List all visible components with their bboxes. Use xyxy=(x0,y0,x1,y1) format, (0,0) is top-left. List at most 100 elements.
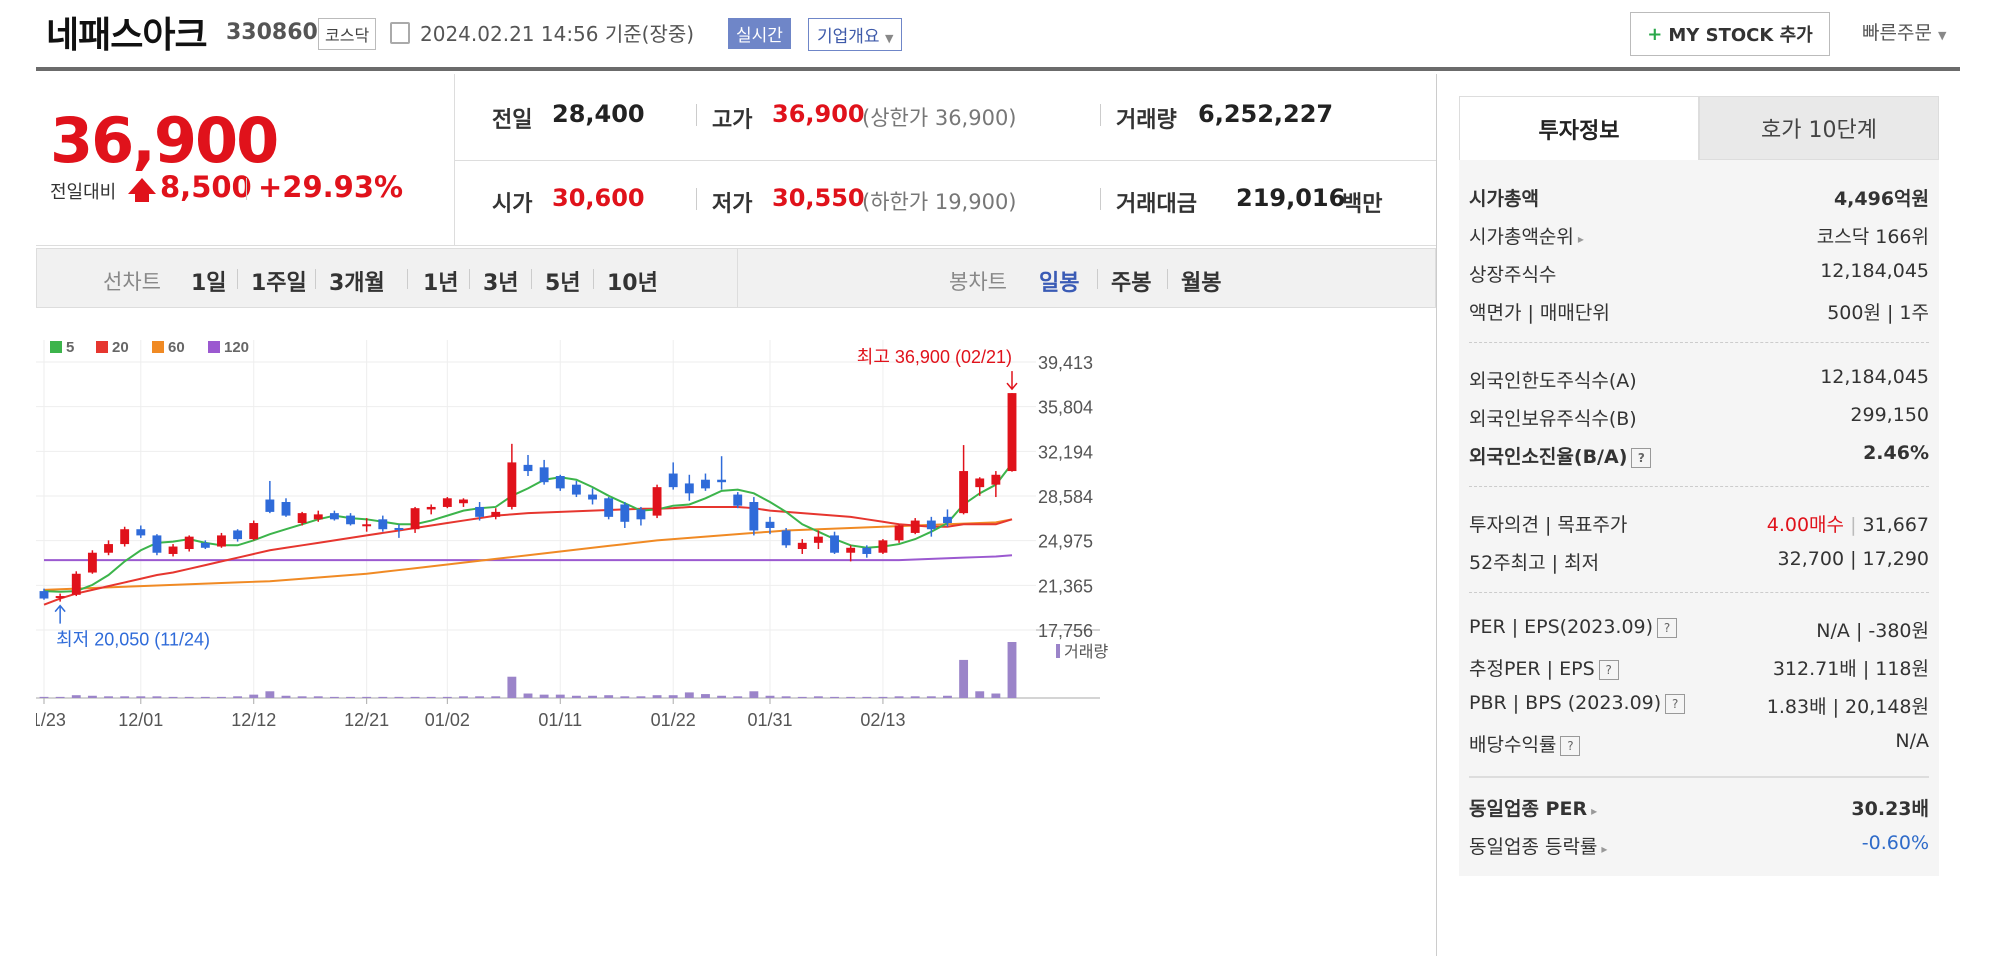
row-market-cap-rank[interactable]: 시가총액순위 ▸ 코스닥 166위 xyxy=(1469,222,1929,249)
candle-body xyxy=(71,573,81,595)
period-3m[interactable]: 3개월 xyxy=(329,271,385,296)
period-5y[interactable]: 5년 xyxy=(545,271,581,296)
candle-body xyxy=(39,591,49,599)
add-mystock-button[interactable]: + MY STOCK 추가 xyxy=(1630,12,1830,56)
volume-bar xyxy=(168,696,178,698)
candle-monthly[interactable]: 월봉 xyxy=(1181,271,1222,296)
price-summary: 36,900 전일대비 8,500 +29.93% 전일 28,400 고가 3… xyxy=(36,74,1436,246)
max-arrow-head-icon xyxy=(1006,382,1018,391)
row-value: 30.23배 xyxy=(1851,798,1929,820)
volume-bar xyxy=(136,696,146,698)
row-label: 추정PER | EPS xyxy=(1469,658,1595,680)
volume-value: 6,252,227 xyxy=(1198,100,1334,128)
quick-order-dropdown[interactable]: 빠른주문 ▼ xyxy=(1862,18,1946,45)
row-label: 배당수익률 xyxy=(1469,734,1557,756)
y-tick-label: 35,804 xyxy=(1038,398,1093,418)
volume-bar xyxy=(152,696,162,698)
row-label: PBR | BPS (2023.09) xyxy=(1469,692,1662,714)
min-annotation: 최저 20,050 (11/24) xyxy=(56,630,210,650)
help-icon[interactable]: ? xyxy=(1665,693,1686,714)
x-tick-label: 02/13 xyxy=(860,710,905,730)
line-chart-label: 선차트 xyxy=(103,270,161,294)
legend-label: 60 xyxy=(168,340,185,356)
candlestick-chart[interactable]: 39,413 35,804 32,194 28,584 24,975 21,365 17,7… xyxy=(36,340,1436,900)
company-info-dropdown[interactable]: 기업개요 ▼ xyxy=(808,18,903,51)
legend-label: 5 xyxy=(66,340,74,356)
ma20-line xyxy=(43,505,1013,606)
volume-bar xyxy=(217,696,226,698)
low-label: 저가 xyxy=(712,192,753,217)
period-1d[interactable]: 1일 xyxy=(191,271,227,296)
y-tick-label: 21,365 xyxy=(1038,576,1093,596)
row-label: 액면가 | 매매단위 xyxy=(1469,302,1610,324)
candle-body xyxy=(588,494,597,500)
row-label: 외국인소진율(B/A) xyxy=(1469,446,1628,468)
row-value: 2.46% xyxy=(1863,442,1929,464)
period-10y[interactable]: 10년 xyxy=(607,271,658,296)
open-value: 30,600 xyxy=(552,184,645,212)
candle-body xyxy=(426,506,436,510)
company-info-label: 기업개요 xyxy=(817,27,880,47)
chevron-right-icon: ▸ xyxy=(1591,804,1598,818)
volume-bar xyxy=(620,696,630,698)
candle-body xyxy=(620,504,630,522)
tab-orderbook-10[interactable]: 호가 10단계 xyxy=(1699,96,1939,160)
low-value: 30,550 xyxy=(772,184,865,212)
help-icon[interactable]: ? xyxy=(1560,735,1581,756)
tab-invest-info[interactable]: 투자정보 xyxy=(1459,96,1699,160)
candle-body xyxy=(943,516,952,524)
volume-bar xyxy=(104,696,113,698)
candle-body xyxy=(346,515,355,525)
volume-bar xyxy=(120,696,130,698)
legend-swatch xyxy=(208,341,220,353)
candle-body xyxy=(846,547,856,553)
volume-bar xyxy=(442,696,452,698)
x-tick-label: 12/12 xyxy=(231,710,276,730)
row-sector-per[interactable]: 동일업종 PER ▸ 30.23배 xyxy=(1469,794,1929,821)
row-label: 시가총액 xyxy=(1469,188,1539,210)
period-1w[interactable]: 1주일 xyxy=(251,271,307,296)
section-divider xyxy=(1469,486,1929,487)
candle-daily[interactable]: 일봉 xyxy=(1039,271,1080,296)
volume-bar xyxy=(604,695,614,698)
row-label: 외국인한도주식수(A) xyxy=(1469,370,1637,392)
amount-label: 거래대금 xyxy=(1116,192,1197,217)
help-icon[interactable]: ? xyxy=(1598,659,1619,680)
period-3y[interactable]: 3년 xyxy=(483,271,519,296)
row-sector-change[interactable]: 동일업종 등락률 ▸ -0.60% xyxy=(1469,832,1929,859)
candle-body xyxy=(442,498,452,507)
section-divider xyxy=(1469,342,1929,343)
stats-divider xyxy=(454,160,1436,161)
realtime-button[interactable]: 실시간 xyxy=(728,18,791,49)
high-value: 36,900 xyxy=(772,100,865,128)
candle-weekly[interactable]: 주봉 xyxy=(1111,271,1152,296)
volume-bar xyxy=(71,695,81,698)
candle-body xyxy=(668,473,678,488)
volume-bar xyxy=(249,694,259,698)
candle-body xyxy=(813,536,823,543)
volume-bar xyxy=(265,691,275,698)
separator xyxy=(469,269,470,289)
volume-bar xyxy=(878,696,888,698)
chart-tab-bar: 선차트 1일 1주일 3개월 1년 3년 5년 10년 봉차트 일봉 주봉 월봉 xyxy=(36,248,1436,308)
x-tick-label: 01/31 xyxy=(747,710,792,730)
candle-body xyxy=(991,474,1001,485)
candle-body xyxy=(184,536,194,550)
separator xyxy=(315,269,316,289)
candle-body xyxy=(636,509,646,520)
help-icon[interactable]: ? xyxy=(1657,617,1678,638)
row-foreign-holdings: 외국인보유주식수(B) 299,150 xyxy=(1469,404,1929,431)
opinion-value: 4.00매수 xyxy=(1766,514,1845,536)
row-value: 1.83배 | 20,148원 xyxy=(1766,696,1929,718)
volume-bar xyxy=(426,696,436,698)
period-1y[interactable]: 1년 xyxy=(423,271,459,296)
separator xyxy=(531,269,532,289)
max-annotation: 최고 36,900 (02/21) xyxy=(857,347,1012,367)
row-foreign-ratio: 외국인소진율(B/A)? 2.46% xyxy=(1469,442,1929,469)
volume-bar xyxy=(959,659,969,698)
x-tick-label: 01/02 xyxy=(425,710,470,730)
candle-body xyxy=(733,494,743,506)
help-icon[interactable]: ? xyxy=(1631,447,1652,468)
volume-bar xyxy=(781,696,791,698)
candle-body xyxy=(765,521,775,528)
